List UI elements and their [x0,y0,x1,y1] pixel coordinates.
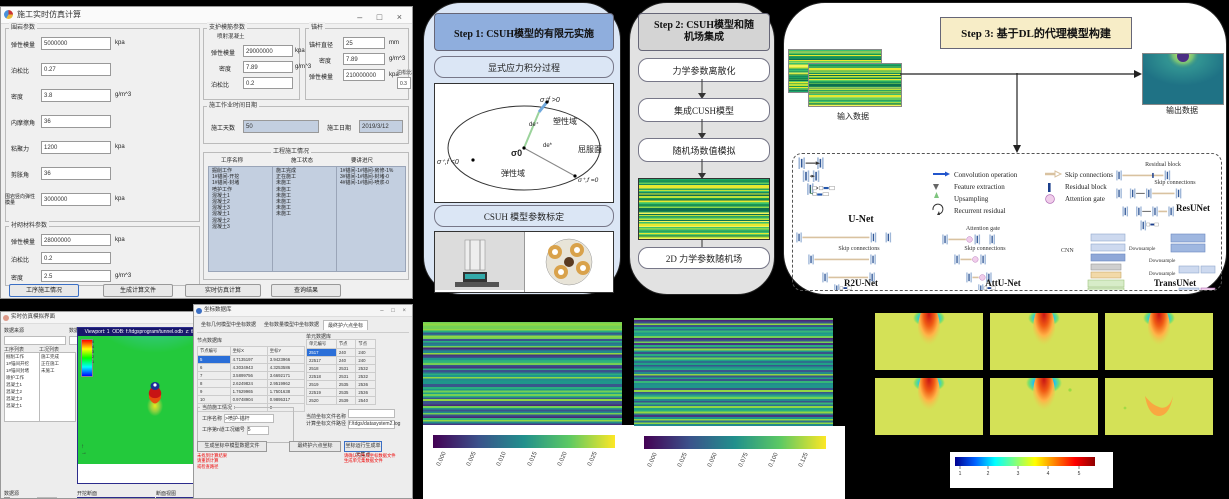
svg-text:Residual block: Residual block [1145,162,1181,168]
svg-text:塑性域: 塑性域 [553,116,577,126]
svg-text:σ⁺,f =0: σ⁺,f =0 [578,177,599,184]
svg-text:0.100: 0.100 [768,451,780,468]
svg-text:0.005: 0.005 [466,450,478,467]
svg-text:σ⁺f >0: σ⁺f >0 [540,97,560,104]
svg-text:Skip connections: Skip connections [964,246,1006,252]
svg-text:0.050: 0.050 [707,451,719,468]
svg-text:Convolution operation: Convolution operation [954,171,1018,179]
svg-text:0.025: 0.025 [587,450,599,467]
svg-text:Upsampling: Upsampling [954,195,989,203]
svg-text:0.020: 0.020 [557,450,569,467]
svg-text:σ⁺,f <0: σ⁺,f <0 [437,159,459,166]
svg-text:0.010: 0.010 [496,450,508,467]
svg-text:Attention gate: Attention gate [1065,195,1105,203]
svg-text:Skip connections: Skip connections [1065,171,1113,179]
svg-text:de*: de* [543,143,553,149]
svg-text:Recurrent residual: Recurrent residual [954,207,1006,215]
svg-text:AttU-Net: AttU-Net [985,278,1020,288]
svg-text:Skip connections: Skip connections [838,246,880,252]
svg-text:5: 5 [1078,471,1081,477]
svg-text:0.000: 0.000 [647,451,659,468]
svg-text:0.025: 0.025 [677,451,689,468]
svg-text:TransUNet: TransUNet [1154,278,1196,288]
svg-text:Attention gate: Attention gate [966,226,1000,232]
svg-text:U-Net: U-Net [848,214,874,225]
svg-text:R2U-Net: R2U-Net [844,278,878,288]
svg-text:Downsample: Downsample [1149,259,1176,264]
svg-text:0.075: 0.075 [738,451,750,468]
svg-text:屈服面: 屈服面 [578,145,602,154]
svg-text:Feature extraction: Feature extraction [954,183,1005,191]
svg-text:0.125: 0.125 [798,451,810,468]
svg-text:弹性域: 弹性域 [501,168,525,178]
svg-text:CNN: CNN [1061,248,1074,254]
svg-text:0.000: 0.000 [436,450,448,467]
svg-text:σ0: σ0 [511,148,522,158]
svg-text:0.015: 0.015 [527,450,539,467]
svg-text:Residual block: Residual block [1065,183,1107,191]
svg-text:de⁺: de⁺ [529,121,539,128]
svg-text:2: 2 [987,471,990,477]
svg-text:Skip connections: Skip connections [1154,180,1196,186]
svg-text:ResUNet: ResUNet [1176,203,1210,213]
svg-text:1: 1 [959,471,962,477]
svg-text:Downsample: Downsample [1149,272,1176,277]
svg-text:Downsample: Downsample [1129,247,1156,252]
svg-text:4: 4 [1047,471,1050,477]
svg-text:3: 3 [1017,471,1020,477]
